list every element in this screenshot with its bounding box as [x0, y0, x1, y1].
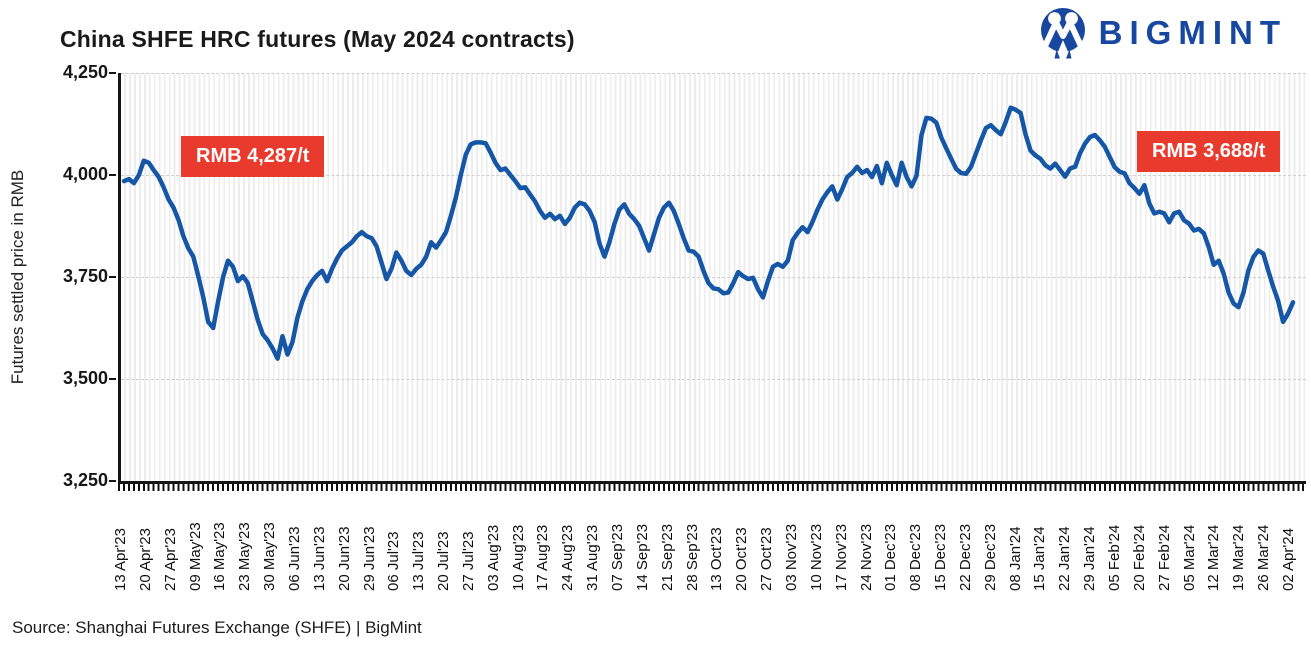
x-tick-label: 10 Nov'23 [807, 523, 825, 591]
x-tick-label: 12 Mar'24 [1205, 524, 1223, 591]
x-tick-label: 20 Apr'23 [136, 528, 154, 591]
x-tick-label: 06 Jul'23 [385, 531, 403, 591]
x-tick-label: 13 Apr'23 [112, 528, 129, 591]
x-tick-label: 15 Dec'23 [932, 523, 950, 591]
y-tick-mark [109, 276, 116, 278]
x-tick-label: 05 Mar'24 [1180, 524, 1198, 591]
plot-area: RMB 4,287/t RMB 3,688/t [118, 73, 1306, 484]
x-tick-label: 26 Mar'24 [1255, 524, 1273, 591]
x-tick-label: 15 Jan'24 [1031, 526, 1049, 591]
gridline-3750 [121, 277, 1306, 278]
x-tick-label: 29 Dec'23 [981, 523, 999, 591]
x-tick-label: 30 May'23 [261, 522, 279, 591]
x-tick-label: 08 Jan'24 [1006, 526, 1024, 591]
y-tick-label: 3,250 [62, 470, 108, 490]
x-tick-label: 09 May'23 [186, 522, 204, 591]
x-tick-label: 19 Mar'24 [1230, 524, 1248, 591]
gridline-4250 [121, 73, 1306, 74]
x-tick-label: 31 Aug'23 [584, 524, 602, 591]
x-tick-label: 24 Nov'23 [857, 523, 875, 591]
y-tick-mark [109, 174, 116, 176]
x-tick-label: 05 Feb'24 [1106, 524, 1123, 591]
y-tick-mark [109, 72, 116, 74]
price-line [121, 105, 1296, 361]
x-tick-label: 20 Jun'23 [335, 526, 353, 591]
x-tick-label: 20 Feb'24 [1130, 524, 1148, 591]
x-tick-label: 23 May'23 [236, 522, 254, 591]
y-tick-label: 3,500 [62, 368, 108, 388]
x-tick-label: 10 Aug'23 [509, 524, 527, 591]
x-axis-labels: 13 Apr'23 20 Apr'23 27 Apr'23 09 May'23 16 M… [112, 494, 1308, 598]
y-tick-mark [109, 378, 116, 380]
gridline-3500 [121, 379, 1306, 380]
annotation-start-price: RMB 4,287/t [181, 136, 325, 177]
x-tick-label: 27 Feb'24 [1155, 524, 1173, 591]
x-tick-label: 02 Apr'24 [1279, 528, 1297, 591]
x-tick-label: 07 Sep'23 [609, 523, 626, 591]
x-tick-label: 13 Oct'23 [708, 527, 726, 591]
x-tick-label: 17 Aug'23 [534, 524, 552, 591]
x-tick-label: 16 May'23 [211, 522, 229, 591]
x-tick-label: 03 Aug'23 [484, 524, 502, 591]
x-tick-label: 21 Sep'23 [658, 523, 676, 591]
bigmint-logo-icon [1040, 8, 1085, 59]
x-tick-label: 06 Jun'23 [285, 526, 303, 591]
x-tick-label: 24 Aug'23 [559, 524, 577, 591]
x-tick-label: 03 Nov'23 [782, 523, 800, 591]
bigmint-logo-text: BIGMINT [1098, 13, 1287, 51]
y-tick-label: 3,750 [62, 266, 108, 286]
x-axis-tick-marks [118, 484, 1304, 491]
y-axis-title: Futures settled price in RMB [8, 169, 27, 385]
x-tick-label: 28 Sep'23 [683, 523, 701, 591]
x-tick-label: 20 Oct'23 [733, 527, 751, 591]
x-tick-label: 29 Jan'24 [1081, 526, 1099, 591]
y-tick-mark [109, 480, 116, 482]
page-title: China SHFE HRC futures (May 2024 contrac… [60, 26, 575, 52]
x-tick-label: 13 Jun'23 [310, 526, 328, 591]
x-tick-label: 20 Jul'23 [435, 531, 453, 591]
x-tick-label: 08 Dec'23 [907, 523, 925, 591]
x-tick-label: 13 Jul'23 [410, 531, 428, 591]
x-tick-label: 14 Sep'23 [633, 523, 651, 591]
x-tick-label: 17 Nov'23 [832, 523, 850, 591]
price-line-chart [121, 105, 1296, 361]
gridline-4000 [121, 175, 1306, 176]
annotation-end-price: RMB 3,688/t [1137, 131, 1281, 172]
x-tick-label: 29 Jun'23 [360, 526, 378, 591]
x-tick-label: 27 Oct'23 [758, 527, 776, 591]
x-tick-label: 22 Jan'24 [1056, 526, 1074, 591]
y-tick-label: 4,000 [62, 164, 108, 184]
bigmint-logo: BIGMINT [1037, 6, 1287, 59]
x-tick-label: 01 Dec'23 [882, 523, 900, 591]
x-tick-label: 27 Apr'23 [161, 528, 179, 591]
x-tick-label: 27 Jul'23 [459, 531, 477, 591]
y-tick-label: 4,250 [62, 62, 108, 82]
x-tick-label: 22 Dec'23 [956, 523, 974, 591]
source-note: Source: Shanghai Futures Exchange (SHFE)… [12, 618, 422, 637]
